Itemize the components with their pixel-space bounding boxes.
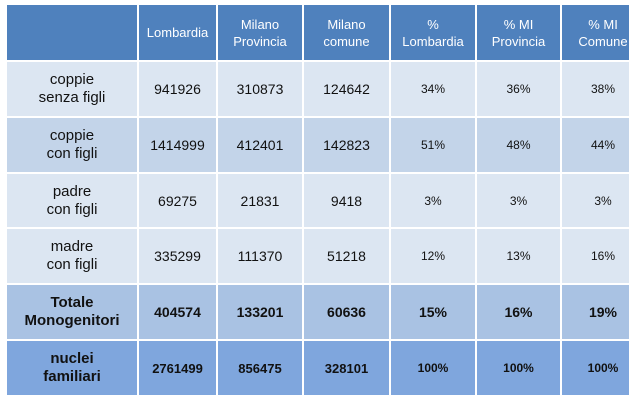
table-cell-percent: 15% <box>389 283 477 342</box>
table-cell-percent: 3% <box>560 171 629 230</box>
header-row: Lombardia Milano Provincia Milano comune %… <box>5 3 629 62</box>
table-cell: 9418 <box>302 171 391 230</box>
table-row: padre con figli 69275 21831 9418 3% 3% 3% <box>5 171 629 230</box>
row-label: madre con figli <box>5 227 139 286</box>
table-cell: 2761499 <box>137 339 218 397</box>
table-cell: 133201 <box>216 283 304 342</box>
table-cell: 1414999 <box>137 115 218 174</box>
table-cell: 328101 <box>302 339 391 397</box>
table-cell-percent: 38% <box>560 60 629 118</box>
row-label: Totale Monogenitori <box>5 283 139 342</box>
table-row: madre con figli 335299 111370 51218 12% 1… <box>5 227 629 286</box>
table-cell-percent: 3% <box>475 171 562 230</box>
table-cell: 69275 <box>137 171 218 230</box>
table-cell-percent: 13% <box>475 227 562 286</box>
table-cell: 124642 <box>302 60 391 118</box>
table-cell-percent: 16% <box>560 227 629 286</box>
table-cell-percent: 100% <box>475 339 562 397</box>
row-label: coppie con figli <box>5 115 139 174</box>
header-cell-lombardia: Lombardia <box>137 3 218 62</box>
row-label: coppie senza figli <box>5 60 139 118</box>
header-cell-milano-comune: Milano comune <box>302 3 391 62</box>
header-cell-pct-mi-provincia: % MI Provincia <box>475 3 562 62</box>
table-row: coppie senza figli 941926 310873 124642 3… <box>5 60 629 118</box>
table-cell-percent: 48% <box>475 115 562 174</box>
table-cell-percent: 19% <box>560 283 629 342</box>
table-cell-percent: 100% <box>389 339 477 397</box>
table-cell: 856475 <box>216 339 304 397</box>
table-cell: 111370 <box>216 227 304 286</box>
table-cell-percent: 51% <box>389 115 477 174</box>
header-cell-corner <box>5 3 139 62</box>
table-cell: 412401 <box>216 115 304 174</box>
header-cell-milano-provincia: Milano Provincia <box>216 3 304 62</box>
table-cell-percent: 100% <box>560 339 629 397</box>
row-label: padre con figli <box>5 171 139 230</box>
table-cell: 404574 <box>137 283 218 342</box>
row-label: nuclei familiari <box>5 339 139 397</box>
total-row: Totale Monogenitori 404574 133201 60636 1… <box>5 283 629 342</box>
table-cell: 60636 <box>302 283 391 342</box>
household-table: Lombardia Milano Provincia Milano comune %… <box>5 3 629 397</box>
table-cell: 51218 <box>302 227 391 286</box>
table-cell: 941926 <box>137 60 218 118</box>
table-row: coppie con figli 1414999 412401 142823 51… <box>5 115 629 174</box>
header-cell-pct-lombardia: % Lombardia <box>389 3 477 62</box>
header-cell-pct-mi-comune: % MI Comune <box>560 3 629 62</box>
table-cell-percent: 34% <box>389 60 477 118</box>
table-cell-percent: 36% <box>475 60 562 118</box>
grand-total-row: nuclei familiari 2761499 856475 328101 10… <box>5 339 629 397</box>
table-cell-percent: 44% <box>560 115 629 174</box>
table-cell: 21831 <box>216 171 304 230</box>
table-cell: 310873 <box>216 60 304 118</box>
table-cell-percent: 16% <box>475 283 562 342</box>
table-cell-percent: 3% <box>389 171 477 230</box>
table-cell: 335299 <box>137 227 218 286</box>
table-cell: 142823 <box>302 115 391 174</box>
table-cell-percent: 12% <box>389 227 477 286</box>
